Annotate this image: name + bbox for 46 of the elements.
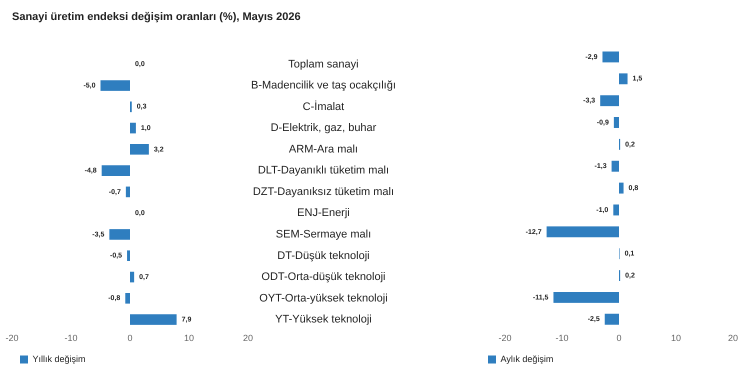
y-tick-label: D-Elektrik, gaz, buhar bbox=[270, 122, 377, 134]
y-tick-label: DT-Düşük teknoloji bbox=[277, 250, 370, 262]
legend-label: Yıllık değişim bbox=[32, 354, 86, 364]
bar bbox=[130, 314, 177, 325]
y-tick-label: ARM-Ara malı bbox=[288, 143, 358, 156]
bar bbox=[602, 51, 619, 62]
bar bbox=[619, 73, 628, 84]
legend-label: Aylık değişim bbox=[500, 354, 554, 364]
y-tick-label: C-İmalat bbox=[302, 100, 344, 113]
x-tick-label: -10 bbox=[64, 333, 78, 344]
y-tick-label: SEM-Sermaye malı bbox=[276, 228, 372, 240]
y-tick-label: DLT-Dayanıklı tüketim malı bbox=[258, 164, 390, 177]
y-tick-label: ENJ-Enerji bbox=[297, 207, 350, 220]
x-tick-label: -20 bbox=[5, 333, 19, 344]
x-tick-label: 10 bbox=[184, 333, 194, 344]
bar bbox=[614, 117, 619, 128]
x-tick-label: 0 bbox=[127, 333, 133, 344]
x-tick-label: 10 bbox=[670, 333, 682, 344]
y-tick-label: DZT-Dayanıksız tüketim malı bbox=[252, 186, 394, 198]
bar bbox=[546, 226, 619, 238]
bar bbox=[100, 80, 130, 91]
chart-title: Sanayi üretim endeksi değişim oranları (%), Mayıs 2026 bbox=[12, 11, 301, 23]
bar bbox=[553, 292, 619, 303]
bar bbox=[130, 122, 136, 134]
bar bbox=[612, 160, 619, 172]
bar bbox=[600, 95, 619, 106]
x-tick-label: 0 bbox=[616, 333, 622, 344]
bar bbox=[619, 182, 624, 194]
bar bbox=[130, 272, 134, 282]
bar bbox=[125, 292, 130, 304]
bar bbox=[127, 250, 130, 262]
bar bbox=[126, 186, 130, 198]
y-tick-label: B-Madencilik ve taş ocakçılığı bbox=[251, 80, 396, 92]
y-tick-label: OYT-Orta-yüksek teknoloji bbox=[259, 292, 388, 304]
bar bbox=[102, 165, 130, 176]
y-tick-label: Toplam sanayi bbox=[288, 58, 359, 70]
x-tick-label: -20 bbox=[498, 333, 512, 344]
bar bbox=[613, 204, 619, 216]
x-tick-label: -10 bbox=[555, 333, 569, 344]
y-tick-label: ODT-Orta-düşük teknoloji bbox=[261, 271, 386, 284]
y-tick-label: YT-Yüksek teknoloji bbox=[275, 314, 372, 326]
x-tick-label: 20 bbox=[242, 333, 254, 344]
bar bbox=[109, 229, 130, 240]
x-tick-label: 20 bbox=[728, 333, 738, 344]
bar bbox=[130, 144, 149, 155]
bar bbox=[604, 314, 619, 325]
